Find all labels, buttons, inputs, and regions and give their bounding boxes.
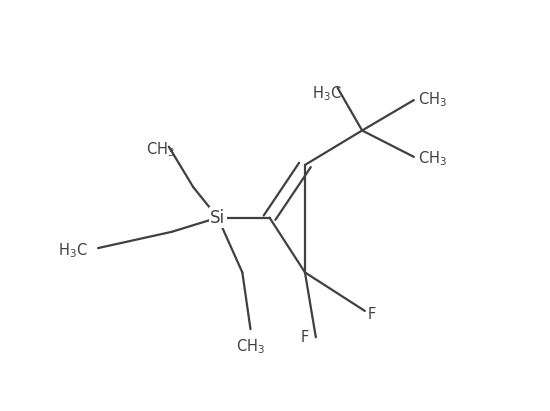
Text: F: F — [301, 330, 309, 345]
Text: Si: Si — [210, 209, 225, 226]
Text: H$_3$C: H$_3$C — [312, 84, 342, 103]
Text: CH$_3$: CH$_3$ — [417, 90, 447, 109]
Text: CH$_3$: CH$_3$ — [236, 337, 265, 356]
Text: F: F — [367, 307, 376, 323]
Text: CH$_3$: CH$_3$ — [146, 141, 175, 159]
Text: H$_3$C: H$_3$C — [58, 242, 87, 260]
Text: CH$_3$: CH$_3$ — [417, 150, 447, 168]
